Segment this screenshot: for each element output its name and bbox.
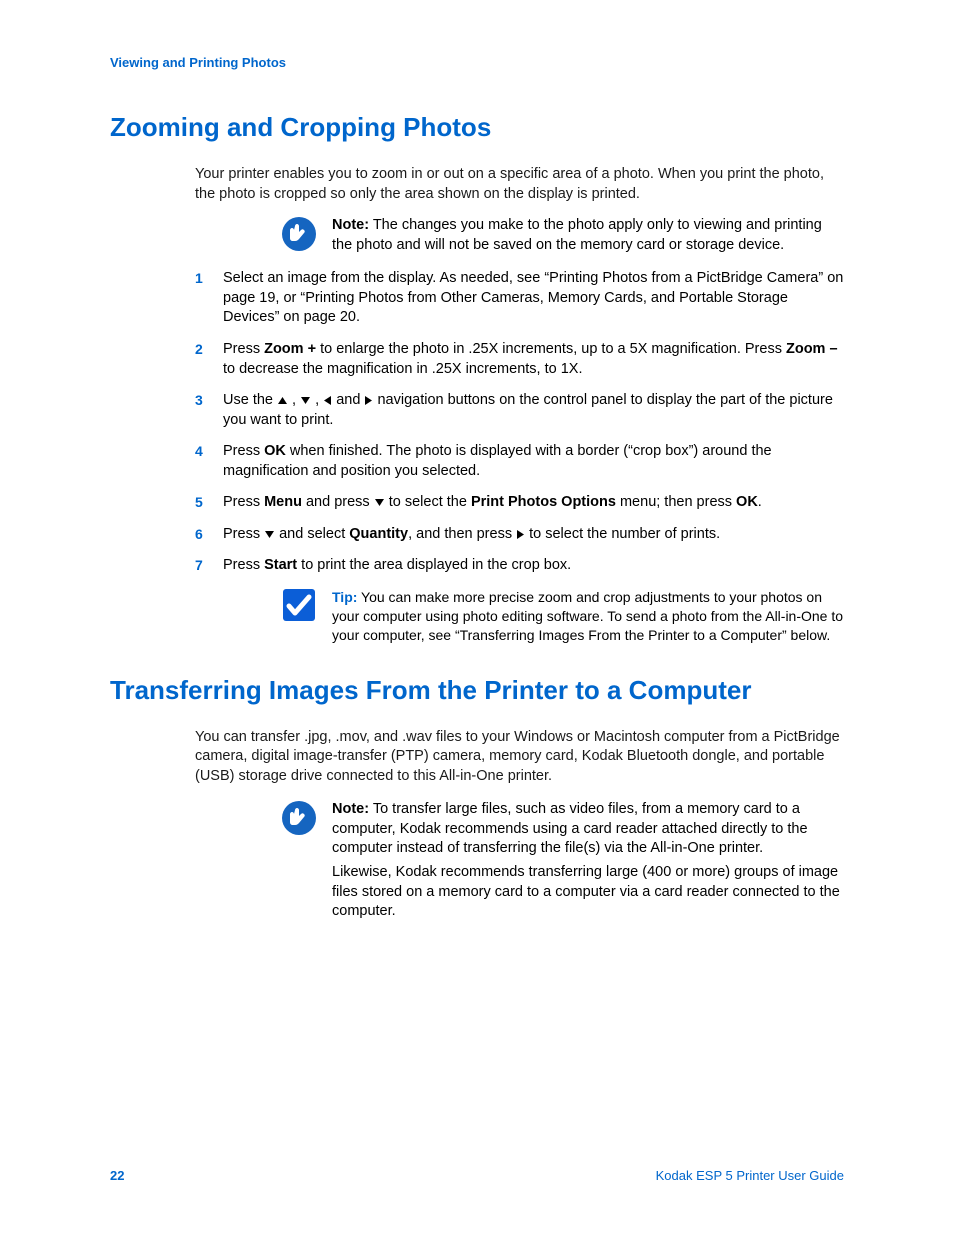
note-text-2: Note: To transfer large files, such as v… [332,800,844,921]
guide-title: Kodak ESP 5 Printer User Guide [656,1168,844,1183]
intro-paragraph-2: You can transfer .jpg, .mov, and .wav fi… [195,728,844,787]
step-text: , and then press [408,526,516,542]
step-text: Use the [223,392,277,408]
step-number: 3 [195,391,203,410]
note-body: The changes you make to the photo apply … [332,217,822,253]
arrow-right-icon [364,395,373,406]
bold-zoom-plus: Zoom + [264,341,316,357]
note-label: Note: [332,217,369,233]
step-text: to select the [385,494,471,510]
step-text: Press [223,526,264,542]
step-text: when finished. The photo is displayed wi… [223,443,772,479]
note-label: Note: [332,801,369,817]
note-hand-icon [281,800,317,836]
tip-text: Tip: You can make more precise zoom and … [332,588,844,645]
note-hand-icon [281,216,317,252]
bold-quantity: Quantity [349,526,408,542]
note-body-p1: To transfer large files, such as video f… [332,801,808,856]
arrow-right-icon [516,529,525,540]
step-7: 7 Press Start to print the area displaye… [195,556,844,576]
step-text: Press [223,557,264,573]
step-number: 2 [195,340,203,359]
page-number: 22 [110,1168,124,1183]
note-body-p2: Likewise, Kodak recommends transferring … [332,863,844,922]
step-text: menu; then press [616,494,736,510]
running-header: Viewing and Printing Photos [110,55,844,70]
bold-print-photos-options: Print Photos Options [471,494,616,510]
page-footer: 22 Kodak ESP 5 Printer User Guide [110,1168,844,1183]
tip-callout: Tip: You can make more precise zoom and … [280,588,844,645]
step-2: 2 Press Zoom + to enlarge the photo in .… [195,340,844,379]
section-heading-zoom-crop: Zooming and Cropping Photos [110,112,844,143]
bold-zoom-minus: Zoom – [786,341,838,357]
step-text: Select an image from the display. As nee… [223,270,843,325]
step-text: to decrease the magnification in .25X in… [223,361,582,377]
arrow-down-icon [264,530,275,539]
step-text: Press [223,494,264,510]
step-number: 4 [195,442,203,461]
note-text: Note: The changes you make to the photo … [332,216,844,255]
note-callout-2: Note: To transfer large files, such as v… [280,800,844,921]
arrow-down-icon [374,498,385,507]
step-number: 5 [195,493,203,512]
tip-label: Tip: [332,589,357,605]
step-number: 7 [195,556,203,575]
tip-body: You can make more precise zoom and crop … [332,589,843,643]
arrow-down-icon [300,396,311,405]
bold-start: Start [264,557,297,573]
section-heading-transfer: Transferring Images From the Printer to … [110,675,844,706]
bold-ok: OK [736,494,758,510]
tip-check-icon [282,588,316,622]
step-4: 4 Press OK when finished. The photo is d… [195,442,844,481]
step-3: 3 Use the , , and navigation buttons on … [195,391,844,430]
arrow-left-icon [323,395,332,406]
step-6: 6 Press and select Quantity, and then pr… [195,525,844,545]
step-text: Press [223,443,264,459]
step-5: 5 Press Menu and press to select the Pri… [195,493,844,513]
step-text: Press [223,341,264,357]
step-text: and select [275,526,349,542]
step-text: . [758,494,762,510]
note-callout: Note: The changes you make to the photo … [280,216,844,255]
step-text: to print the area displayed in the crop … [297,557,571,573]
bold-ok: OK [264,443,286,459]
step-text: to select the number of prints. [525,526,720,542]
step-number: 6 [195,525,203,544]
step-1: 1 Select an image from the display. As n… [195,269,844,328]
intro-paragraph: Your printer enables you to zoom in or o… [195,165,844,204]
step-text: to enlarge the photo in .25X increments,… [316,341,786,357]
arrow-up-icon [277,396,288,405]
step-number: 1 [195,269,203,288]
steps-list: 1 Select an image from the display. As n… [195,269,844,576]
step-text: navigation buttons on the control panel … [223,392,833,428]
bold-menu: Menu [264,494,302,510]
step-text: and press [302,494,374,510]
